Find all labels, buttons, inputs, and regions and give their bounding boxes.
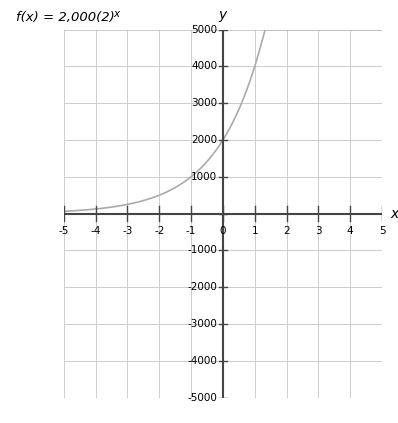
Text: -1: -1 — [186, 226, 196, 236]
Text: f(x) = 2,000(2): f(x) = 2,000(2) — [16, 11, 115, 24]
Text: 3: 3 — [315, 226, 322, 236]
Text: 1000: 1000 — [191, 172, 217, 182]
Text: -3000: -3000 — [187, 319, 217, 329]
Text: -1000: -1000 — [187, 245, 217, 255]
Text: -5000: -5000 — [187, 393, 217, 403]
Text: -2: -2 — [154, 226, 164, 236]
Text: -3: -3 — [122, 226, 133, 236]
Text: 1: 1 — [252, 226, 258, 236]
Text: -4000: -4000 — [187, 356, 217, 366]
Text: 2000: 2000 — [191, 135, 217, 145]
Text: -4: -4 — [90, 226, 101, 236]
Text: 5000: 5000 — [191, 25, 217, 35]
Text: 2: 2 — [283, 226, 290, 236]
Text: 0: 0 — [220, 226, 226, 236]
Text: 5: 5 — [379, 226, 385, 236]
Text: 3000: 3000 — [191, 98, 217, 108]
Text: 4000: 4000 — [191, 61, 217, 71]
Text: -2000: -2000 — [187, 282, 217, 292]
Text: x: x — [113, 9, 119, 19]
Text: -5: -5 — [59, 226, 69, 236]
Text: x: x — [390, 206, 398, 221]
Text: y: y — [219, 8, 227, 22]
Text: 4: 4 — [347, 226, 353, 236]
